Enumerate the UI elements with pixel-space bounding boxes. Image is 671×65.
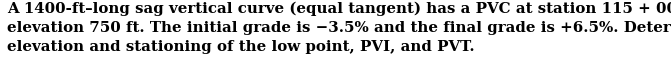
Text: A 1400-ft–long sag vertical curve (equal tangent) has a PVC at station 115 + 00 : A 1400-ft–long sag vertical curve (equal…: [7, 2, 671, 54]
